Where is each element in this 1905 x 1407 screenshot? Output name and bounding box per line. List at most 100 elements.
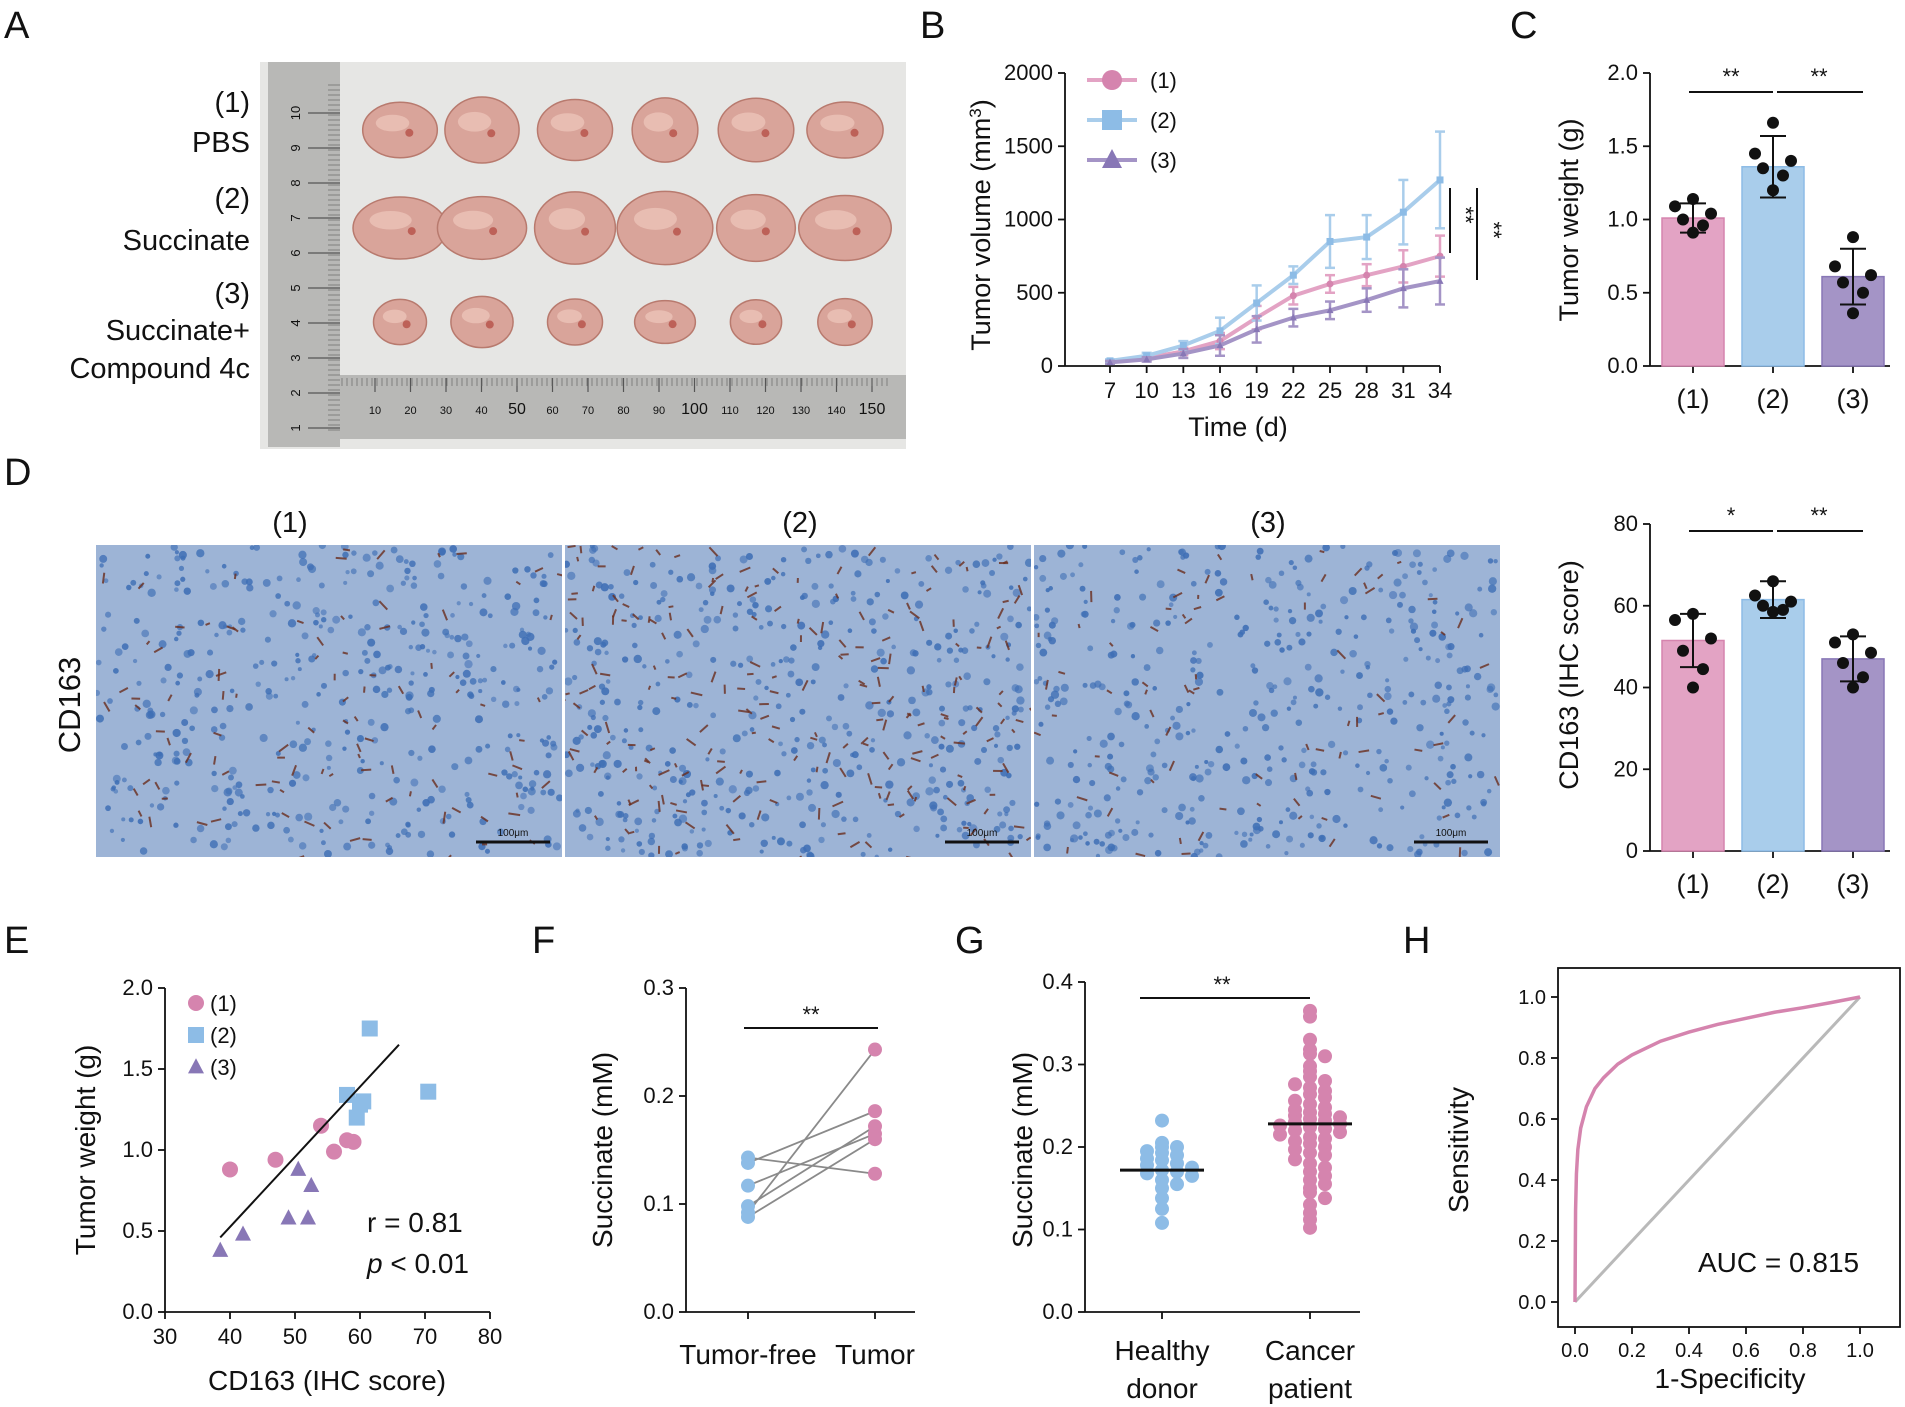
nucleus bbox=[710, 656, 717, 663]
ruler-number: 100 bbox=[681, 401, 708, 418]
cd163-stain bbox=[579, 545, 583, 554]
data-point bbox=[1777, 169, 1789, 182]
nucleus bbox=[1487, 584, 1497, 593]
nucleus bbox=[342, 551, 349, 559]
nucleus bbox=[1442, 703, 1448, 708]
nucleus bbox=[385, 842, 390, 848]
tumor-vessel bbox=[672, 227, 681, 236]
nucleus bbox=[642, 664, 647, 669]
nucleus bbox=[980, 580, 986, 586]
data-point bbox=[1697, 219, 1709, 232]
cd163-stain bbox=[1319, 550, 1325, 554]
nucleus bbox=[715, 555, 721, 562]
nucleus bbox=[1376, 843, 1383, 849]
nucleus bbox=[622, 817, 628, 823]
nucleus bbox=[678, 764, 687, 772]
nucleus bbox=[1107, 753, 1114, 760]
y-tick-label: 0.5 bbox=[122, 1218, 153, 1243]
cd163-stain bbox=[673, 762, 678, 768]
nucleus bbox=[252, 663, 259, 669]
cd163-stain bbox=[442, 811, 447, 824]
cancer-patient-point bbox=[1288, 1077, 1302, 1092]
nucleus bbox=[1067, 761, 1074, 768]
cd163-stain bbox=[153, 646, 164, 654]
nucleus bbox=[745, 552, 753, 561]
nucleus bbox=[997, 811, 1003, 817]
nucleus bbox=[689, 789, 696, 796]
nucleus bbox=[178, 565, 185, 572]
nucleus bbox=[1078, 835, 1083, 840]
nucleus bbox=[1008, 825, 1014, 832]
nucleus bbox=[953, 628, 958, 633]
cd163-stain bbox=[1017, 584, 1024, 596]
nucleus bbox=[992, 724, 1000, 732]
nucleus bbox=[786, 795, 792, 801]
nucleus bbox=[940, 824, 948, 832]
nucleus bbox=[738, 812, 746, 820]
nucleus bbox=[903, 731, 912, 740]
nucleus bbox=[296, 577, 301, 583]
nucleus bbox=[1451, 778, 1457, 785]
nucleus bbox=[1444, 740, 1450, 746]
nucleus bbox=[1446, 684, 1452, 691]
tumor-vessel bbox=[489, 227, 498, 236]
nucleus bbox=[565, 628, 569, 633]
nucleus bbox=[755, 678, 762, 685]
cd163-stain bbox=[1297, 815, 1303, 820]
cd163-stain bbox=[882, 751, 890, 760]
nucleus bbox=[1357, 704, 1363, 711]
nucleus bbox=[953, 657, 960, 663]
nucleus bbox=[314, 612, 321, 618]
nucleus bbox=[669, 747, 676, 754]
nucleus bbox=[1443, 554, 1452, 563]
cd163-stain bbox=[1144, 689, 1148, 695]
nucleus bbox=[362, 553, 371, 562]
nucleus bbox=[276, 575, 283, 582]
nucleus bbox=[1196, 671, 1204, 679]
nucleus bbox=[593, 725, 602, 734]
nucleus bbox=[1409, 561, 1416, 568]
nucleus bbox=[984, 786, 991, 793]
cd163-stain bbox=[1008, 852, 1014, 857]
nucleus bbox=[1082, 682, 1088, 688]
cd163-stain bbox=[871, 701, 881, 705]
ihc-background bbox=[565, 545, 1031, 857]
cd163-stain bbox=[986, 737, 994, 743]
nucleus bbox=[1335, 628, 1342, 635]
nucleus bbox=[586, 645, 594, 652]
cd163-stain bbox=[451, 806, 462, 814]
cd163-stain bbox=[1396, 560, 1402, 565]
nucleus bbox=[1059, 697, 1068, 706]
nucleus bbox=[501, 769, 508, 776]
nucleus bbox=[1134, 569, 1139, 574]
nucleus bbox=[1320, 769, 1327, 776]
data-point bbox=[1767, 116, 1779, 129]
nucleus bbox=[689, 829, 695, 834]
nucleus bbox=[1136, 789, 1144, 796]
nucleus bbox=[462, 652, 470, 660]
nucleus bbox=[464, 791, 470, 797]
nucleus bbox=[426, 850, 435, 857]
nucleus bbox=[601, 687, 610, 696]
cd163-stain bbox=[1013, 825, 1025, 829]
nucleus bbox=[1314, 674, 1323, 683]
nucleus bbox=[364, 657, 371, 664]
nucleus bbox=[1190, 776, 1196, 782]
nucleus bbox=[604, 650, 609, 656]
nucleus bbox=[925, 554, 932, 562]
nucleus bbox=[444, 632, 450, 639]
nucleus bbox=[1214, 545, 1221, 550]
data-point bbox=[1829, 260, 1841, 273]
cd163-stain bbox=[998, 690, 1004, 696]
nucleus bbox=[799, 821, 806, 829]
nucleus bbox=[333, 798, 342, 807]
cd163-stain bbox=[456, 552, 467, 556]
nucleus bbox=[520, 792, 527, 800]
nucleus bbox=[866, 833, 872, 838]
cd163-stain bbox=[363, 686, 366, 693]
cd163-stain bbox=[912, 750, 923, 755]
cd163-stain bbox=[877, 792, 882, 799]
x-category-label: Cancer bbox=[1265, 1335, 1355, 1366]
nucleus bbox=[945, 780, 954, 788]
nucleus bbox=[788, 657, 795, 664]
